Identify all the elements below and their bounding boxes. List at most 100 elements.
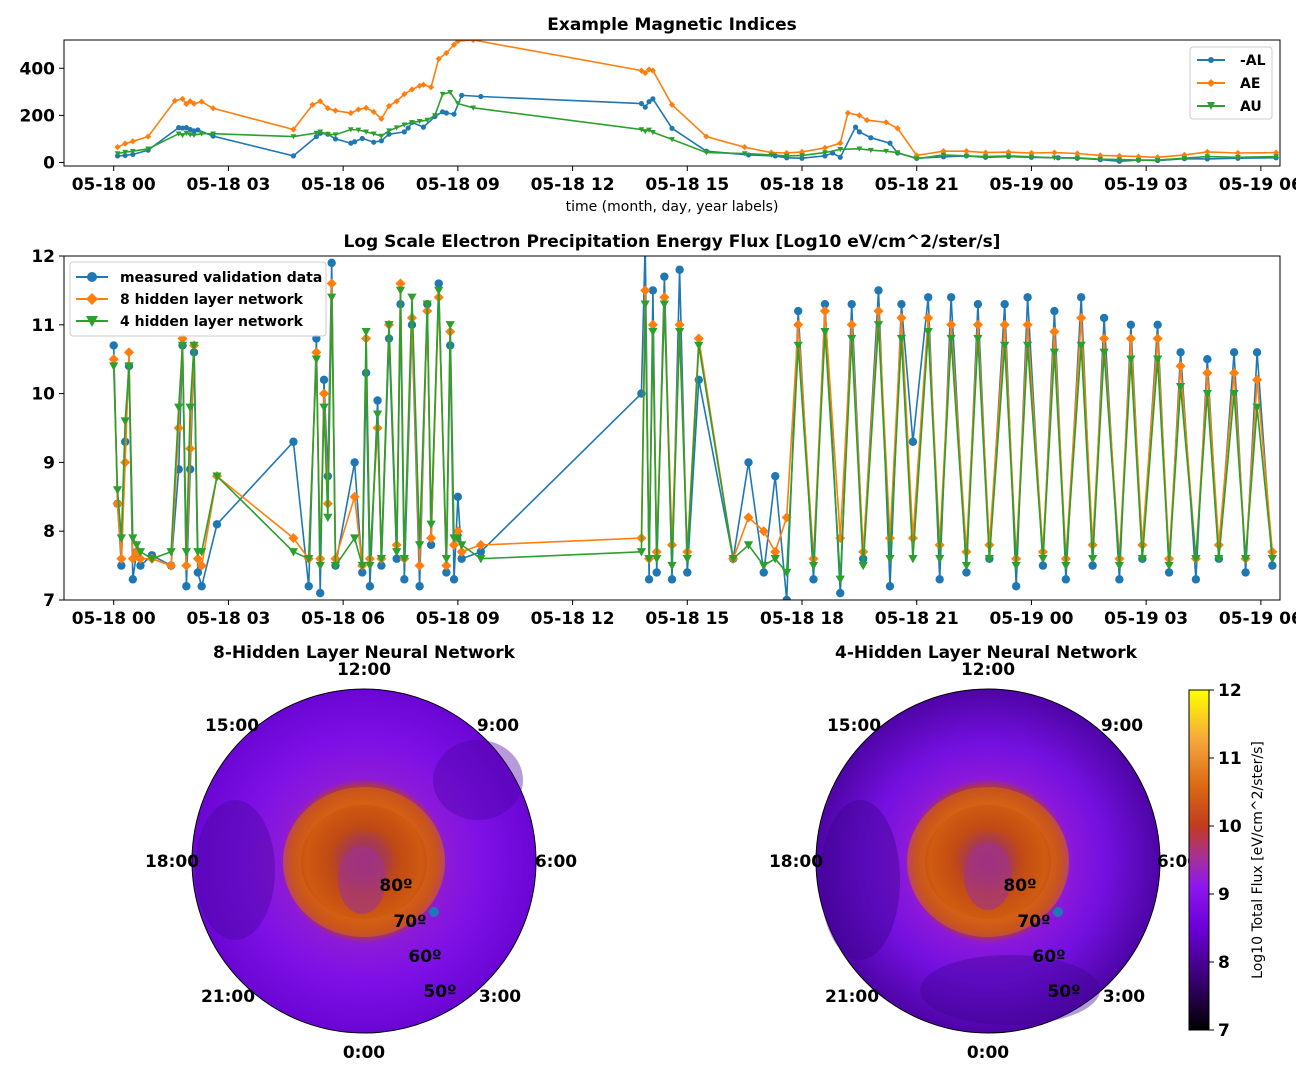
data-point: [1116, 152, 1123, 159]
data-point: [363, 129, 369, 135]
data-point: [453, 534, 463, 543]
polar-1-mlt-3: 3:00: [479, 987, 521, 1007]
data-point: [648, 327, 658, 337]
data-point: [124, 362, 134, 371]
flux-legend: measured validation data 8 hidden layer …: [69, 261, 327, 337]
data-point: [393, 98, 400, 105]
data-point: [451, 111, 457, 117]
data-point: [741, 144, 748, 151]
data-point: [820, 299, 830, 309]
data-point: [650, 96, 656, 102]
data-point: [179, 95, 186, 102]
data-point: [837, 154, 843, 160]
data-point: [450, 41, 458, 48]
colorbar-tick-label: 12: [1218, 681, 1242, 701]
data-point: [392, 554, 401, 563]
data-point: [782, 595, 791, 600]
data-point: [290, 126, 297, 133]
x-tick-label: 05-19 00: [989, 609, 1073, 629]
x-tick-label: 05-18 03: [186, 609, 270, 629]
data-point: [210, 131, 216, 137]
polar-1-lat-70: 70º: [393, 912, 426, 932]
data-point: [638, 100, 645, 107]
data-point: [327, 258, 336, 268]
legend-measured: measured validation data: [120, 270, 322, 286]
y-tick-label: 9: [43, 453, 55, 473]
data-point: [743, 512, 754, 523]
data-point: [1126, 320, 1136, 329]
legend-marker-triangle: [1207, 102, 1215, 110]
polar-2-mlt-9: 9:00: [1101, 716, 1143, 736]
data-point: [135, 553, 146, 564]
data-point: [940, 148, 947, 155]
data-point: [1164, 568, 1174, 577]
data-point: [384, 321, 394, 330]
data-point: [863, 116, 871, 124]
data-point: [1061, 575, 1071, 584]
data-point: [470, 105, 477, 111]
indices-axes-frame: [63, 39, 1281, 167]
x-tick-label: 05-18 12: [531, 609, 615, 629]
data-point: [212, 472, 222, 481]
data-point: [478, 93, 484, 100]
data-point: [1164, 561, 1174, 571]
data-point: [1088, 555, 1098, 564]
data-point: [1229, 389, 1239, 399]
data-point: [682, 555, 692, 564]
data-point: [166, 548, 176, 557]
data-point: [1011, 582, 1021, 591]
x-tick-label: 05-18 15: [645, 175, 729, 195]
data-point: [147, 555, 157, 564]
data-point: [190, 100, 198, 107]
data-point: [808, 561, 819, 571]
data-point: [652, 568, 661, 577]
data-point: [108, 354, 119, 365]
data-point: [683, 568, 692, 577]
data-point: [109, 362, 119, 371]
data-point: [819, 306, 830, 317]
data-point: [326, 278, 337, 289]
data-point: [668, 101, 676, 108]
polar-map-8-layer: 8-Hidden Layer Neural Network 12:00 15:0…: [145, 643, 577, 1063]
data-point: [313, 130, 320, 136]
data-point: [357, 561, 367, 571]
data-point: [874, 286, 883, 295]
data-point: [783, 153, 790, 159]
data-point: [457, 541, 467, 550]
x-tick-label: 05-19 03: [1104, 175, 1188, 195]
data-point: [885, 555, 895, 564]
data-point: [1076, 312, 1087, 323]
data-point: [456, 546, 467, 557]
x-tick-label: 05-18 00: [72, 609, 156, 629]
data-point: [128, 575, 138, 584]
data-point: [885, 582, 895, 591]
data-point: [475, 539, 486, 550]
polar-2-mlt-3: 3:00: [1103, 987, 1145, 1007]
data-point: [129, 138, 136, 145]
data-point: [887, 140, 893, 146]
data-point: [176, 125, 182, 131]
data-point: [332, 107, 339, 114]
data-point: [793, 341, 803, 351]
data-point: [401, 91, 408, 98]
data-point: [198, 98, 205, 105]
data-point: [1076, 293, 1086, 302]
legend-marker-dot: [87, 272, 97, 282]
data-point: [386, 131, 392, 137]
data-point: [973, 299, 983, 309]
data-point: [873, 321, 884, 330]
data-point: [923, 312, 934, 323]
data-point: [660, 272, 669, 281]
x-tick-label: 05-18 12: [531, 175, 615, 195]
data-point: [822, 153, 828, 159]
data-point: [1214, 555, 1224, 564]
data-point: [130, 151, 136, 158]
polar-2-dark-patch-dusk: [820, 800, 900, 960]
data-point: [908, 437, 918, 446]
data-point: [659, 300, 669, 309]
data-point: [1152, 333, 1163, 344]
data-point: [120, 417, 130, 426]
data-point: [455, 101, 461, 107]
y-tick-label: 7: [43, 591, 55, 611]
polar-1-lat-60: 60º: [408, 947, 441, 967]
